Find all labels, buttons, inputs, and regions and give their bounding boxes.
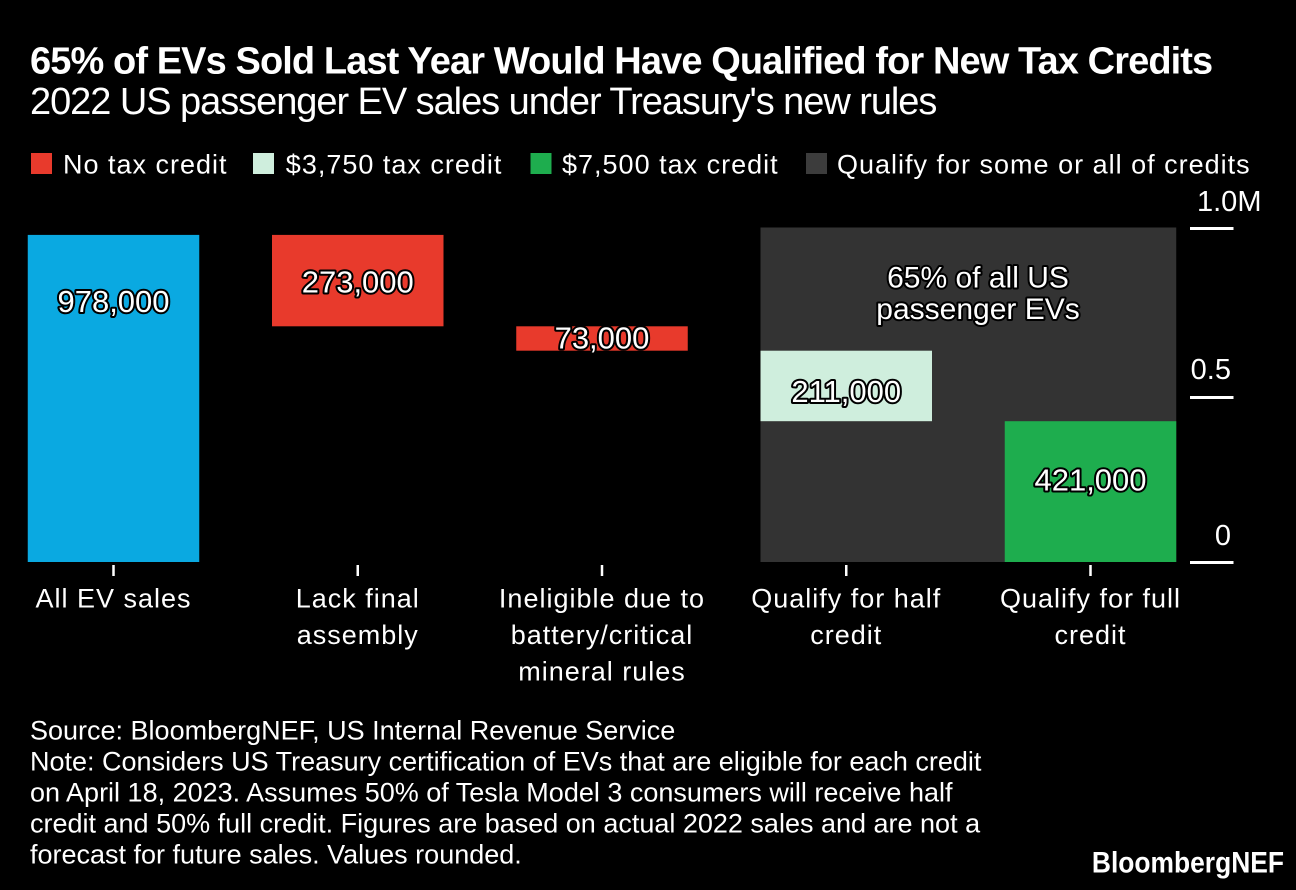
svg-text:forecast for future sales. Val: forecast for future sales. Values rounde… (30, 840, 522, 870)
svg-text:65% of EVs Sold Last Year Woul: 65% of EVs Sold Last Year Would Have Qua… (30, 41, 1212, 83)
svg-text:Source: BloombergNEF, US Inter: Source: BloombergNEF, US Internal Revenu… (30, 716, 675, 746)
svg-text:Qualify for half: Qualify for half (751, 584, 941, 614)
svg-text:mineral rules: mineral rules (518, 657, 686, 687)
svg-text:credit: credit (1054, 620, 1126, 650)
svg-text:Qualify for some or all of cre: Qualify for some or all of credits (837, 150, 1251, 180)
svg-text:passenger EVs: passenger EVs (876, 293, 1079, 326)
svg-text:All EV sales: All EV sales (35, 584, 191, 614)
svg-text:65% of all US: 65% of all US (887, 261, 1069, 294)
svg-text:$7,500 tax credit: $7,500 tax credit (562, 150, 779, 180)
svg-text:on April 18, 2023. Assumes 50%: on April 18, 2023. Assumes 50% of Tesla … (30, 778, 953, 808)
svg-text:273,000: 273,000 (302, 265, 414, 300)
svg-text:421,000: 421,000 (1034, 463, 1146, 498)
svg-text:Lack final: Lack final (296, 584, 420, 614)
svg-text:Qualify for full: Qualify for full (1000, 584, 1181, 614)
svg-text:No tax credit: No tax credit (63, 150, 228, 180)
svg-text:1.0M: 1.0M (1197, 186, 1261, 218)
svg-text:2022 US passenger EV sales und: 2022 US passenger EV sales under Treasur… (30, 81, 936, 123)
svg-text:Note: Considers US Treasury ce: Note: Considers US Treasury certificatio… (30, 747, 982, 777)
svg-text:0: 0 (1215, 520, 1231, 552)
svg-text:73,000: 73,000 (555, 321, 650, 356)
svg-text:BloombergNEF: BloombergNEF (1092, 845, 1284, 879)
svg-text:credit: credit (810, 620, 882, 650)
svg-text:$3,750 tax credit: $3,750 tax credit (286, 150, 503, 180)
svg-text:0.5: 0.5 (1191, 354, 1231, 386)
svg-text:credit and 50% full credit. Fi: credit and 50% full credit. Figures are … (30, 809, 981, 839)
svg-text:battery/critical: battery/critical (511, 620, 694, 650)
svg-text:211,000: 211,000 (791, 374, 901, 409)
svg-text:978,000: 978,000 (57, 284, 169, 319)
svg-text:assembly: assembly (297, 620, 419, 650)
svg-text:Ineligible due to: Ineligible due to (499, 584, 705, 614)
